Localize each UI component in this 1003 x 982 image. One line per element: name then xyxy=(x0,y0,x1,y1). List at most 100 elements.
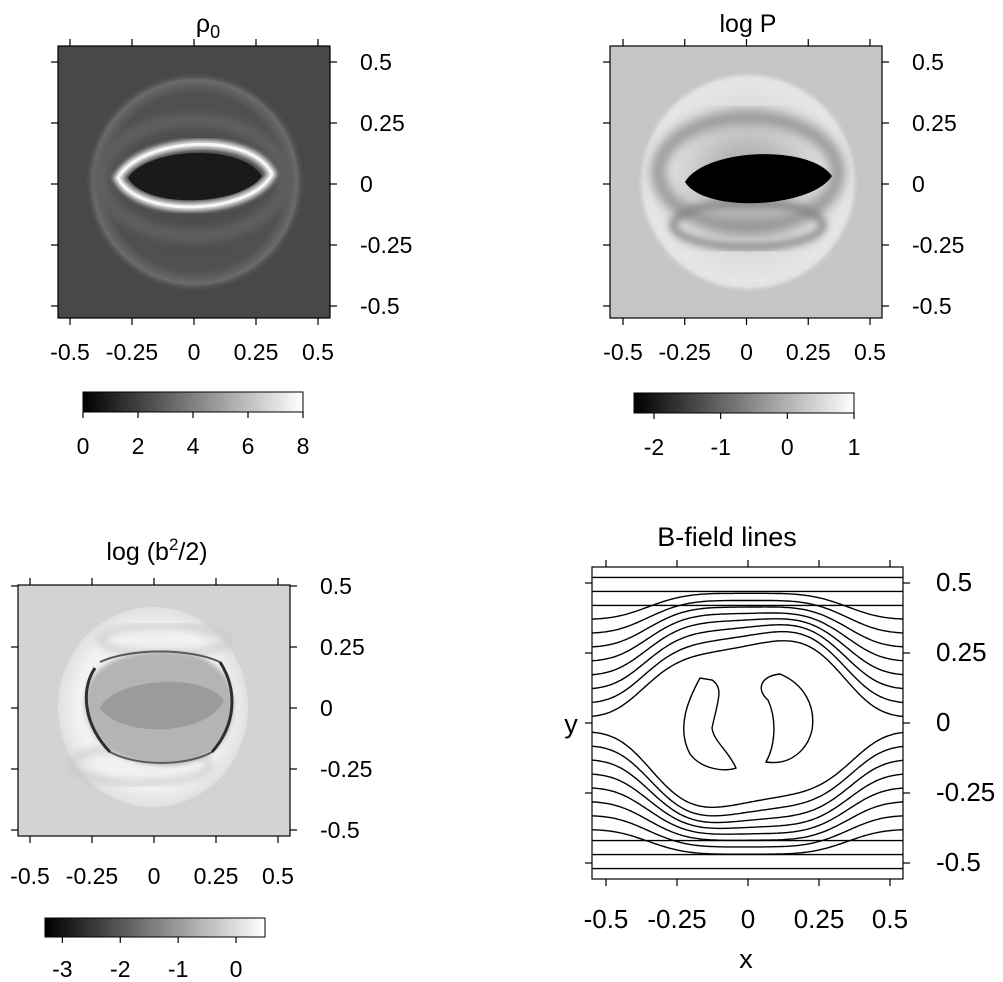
panel-logb2-title: log (b2/2) xyxy=(106,535,207,566)
logp-x-tick-label: -0.25 xyxy=(659,339,711,365)
rho0-cavity xyxy=(128,152,262,201)
logb2-dark-filament-right xyxy=(210,661,234,753)
panel-bfield: B-field lines -0.5 -0.25 0 0.25 0.50.50.250-… xyxy=(564,522,995,974)
logb2-x-tick-label: 0 xyxy=(148,863,161,889)
logb2-y-tick-label: 0.25 xyxy=(320,634,365,660)
logp-outer-rim xyxy=(642,76,854,288)
bfield-y-tick-label: -0.5 xyxy=(936,847,981,877)
logp-cavity xyxy=(685,154,832,204)
bfield-loop xyxy=(760,673,814,764)
logp-y-tick-label: -0.5 xyxy=(912,293,952,319)
bfield-y-tick-label: 0.25 xyxy=(936,637,987,667)
rho0-inner-glow xyxy=(94,113,292,243)
logb2-axes: -0.5 -0.25 0 0.25 0.5 0.5 0.25 0 -0.25 -0.5 xyxy=(10,573,372,889)
logb2-dark-filament-left xyxy=(84,667,112,754)
logb2-dark-filament-top xyxy=(99,650,221,663)
bfield-x-tick-label: 0.25 xyxy=(794,904,845,934)
bfield-y-tick-label: 0 xyxy=(936,707,950,737)
bfield-x-tick-label: 0 xyxy=(741,904,755,934)
logb2-y-tick-label: 0.5 xyxy=(320,573,352,599)
panel-bfield-title: B-field lines xyxy=(657,522,797,552)
logb2-inner-cavity xyxy=(100,681,224,730)
rho0-colorbar-tick-label: 8 xyxy=(297,433,310,459)
panel-rho0-title: ρ0 xyxy=(196,10,220,42)
logp-x-tick-label: 0 xyxy=(740,339,753,365)
logp-x-tick-label: 0.25 xyxy=(786,339,831,365)
logb2-x-tick-label: 0.5 xyxy=(262,863,294,889)
rho0-x-tick-label: 0 xyxy=(188,339,201,365)
logp-inner-band xyxy=(652,111,844,233)
logp-axes: -0.5 -0.25 0 0.25 0.5 0.5 0.25 0 -0.25 -0.5 xyxy=(603,39,964,365)
logb2-colorbar: -3 -2 -1 0 xyxy=(44,917,266,982)
logb2-colorbar-tick-label: 0 xyxy=(230,956,243,982)
bfield-line xyxy=(592,599,903,634)
rho0-y-tick-label: -0.25 xyxy=(360,232,412,258)
rho0-axes: -0.5 -0.25 0 0.25 0.5 0.5 0.25 0 -0.25 -0.5 xyxy=(50,39,412,365)
rho0-y-tick-label: 0 xyxy=(360,171,373,197)
panel-logb2: log (b2/2) -0.5 -0.25 0 0.25 0.5 0.5 0.25 0 -0.2… xyxy=(10,535,372,982)
logb2-y-tick-label: -0.5 xyxy=(320,817,360,843)
rho0-outer-rim xyxy=(90,77,300,287)
bfield-line xyxy=(592,801,903,841)
bfield-line xyxy=(592,592,903,620)
bfield-x-tick-label: -0.5 xyxy=(584,904,629,934)
logb2-x-tick-label: 0.25 xyxy=(194,863,239,889)
bfield-line xyxy=(592,623,903,690)
rho0-colorbar-gradient xyxy=(82,391,304,413)
bfield-loop xyxy=(683,677,737,771)
logp-y-tick-label: 0.5 xyxy=(912,49,944,75)
rho0-colorbar-tick-label: 6 xyxy=(242,433,255,459)
bfield-line xyxy=(592,631,903,704)
rho0-x-tick-label: -0.5 xyxy=(50,339,90,365)
rho0-colorbar: 0 2 4 6 8 xyxy=(77,391,310,459)
bfield-xlabel: x xyxy=(739,944,753,974)
bfield-line xyxy=(592,731,903,808)
logb2-x-tick-label: -0.5 xyxy=(10,863,50,889)
bfield-line xyxy=(592,612,903,662)
logp-y-tick-label: 0 xyxy=(912,171,925,197)
panel-logp: log P -0.5 -0.25 0 0.25 0.50.50.250-0.25-0.5… xyxy=(603,10,964,460)
rho0-x-tick-label: 0.5 xyxy=(302,339,334,365)
logp-colorbar: -2 -1 0 1 xyxy=(633,392,861,460)
rho0-x-tick-label: -0.25 xyxy=(106,339,158,365)
bfield-line xyxy=(592,815,903,848)
rho0-x-tick-label: 0.25 xyxy=(234,339,279,365)
logp-colorbar-gradient xyxy=(633,392,855,414)
rho0-colorbar-tick-label: 0 xyxy=(77,433,90,459)
rho0-heatmap xyxy=(58,46,330,318)
bfield-line xyxy=(592,745,903,817)
logp-colorbar-tick-label: 0 xyxy=(781,434,794,460)
bfield-axes: -0.5 -0.25 0 0.25 0.5 0.5 0.25 0 -0.25 -0.5 xyxy=(584,560,995,934)
logb2-colorbar-gradient xyxy=(44,917,266,938)
logb2-heatmap xyxy=(18,585,290,836)
bfield-y-tick-label: 0.5 xyxy=(936,567,972,597)
bfield-line xyxy=(592,640,903,718)
rho0-dense-ring-core xyxy=(116,142,274,209)
logp-y-tick-label: -0.25 xyxy=(912,232,964,258)
bfield-y-tick-label: -0.25 xyxy=(936,777,995,807)
bfield-ylabel: y xyxy=(564,709,578,739)
logb2-dark-filament-bottom xyxy=(109,751,213,764)
logb2-colorbar-tick-label: -3 xyxy=(52,956,72,982)
logp-colorbar-tick-label: -2 xyxy=(644,434,664,460)
logb2-x-tick-label: -0.25 xyxy=(66,863,118,889)
bfield-lines xyxy=(592,576,903,870)
logp-colorbar-tick-label: 1 xyxy=(848,434,861,460)
rho0-y-tick-label: 0.5 xyxy=(360,49,392,75)
logp-heatmap xyxy=(610,46,882,318)
logp-colorbar-tick-label: -1 xyxy=(710,434,730,460)
bfield-x-tick-label: 0.5 xyxy=(872,904,908,934)
bfield-line xyxy=(592,618,903,676)
panel-logp-title: log P xyxy=(720,10,777,38)
rho0-colorbar-tick-label: 2 xyxy=(132,433,145,459)
bfield-line xyxy=(592,606,903,648)
logp-x-tick-label: -0.5 xyxy=(603,339,643,365)
bfield-x-tick-label: -0.25 xyxy=(647,904,706,934)
logp-x-tick-label: 0.5 xyxy=(854,339,886,365)
panel-rho0: ρ0 -0.5 -0.25 0 0.25 0.5 0.5 0.25 0 -0.25 -0.5 0 2… xyxy=(50,10,412,459)
bfield-line xyxy=(592,773,903,830)
logb2-y-tick-label: -0.25 xyxy=(320,756,372,782)
logb2-y-tick-label: 0 xyxy=(320,695,333,721)
logp-y-tick-label: 0.25 xyxy=(912,110,957,136)
